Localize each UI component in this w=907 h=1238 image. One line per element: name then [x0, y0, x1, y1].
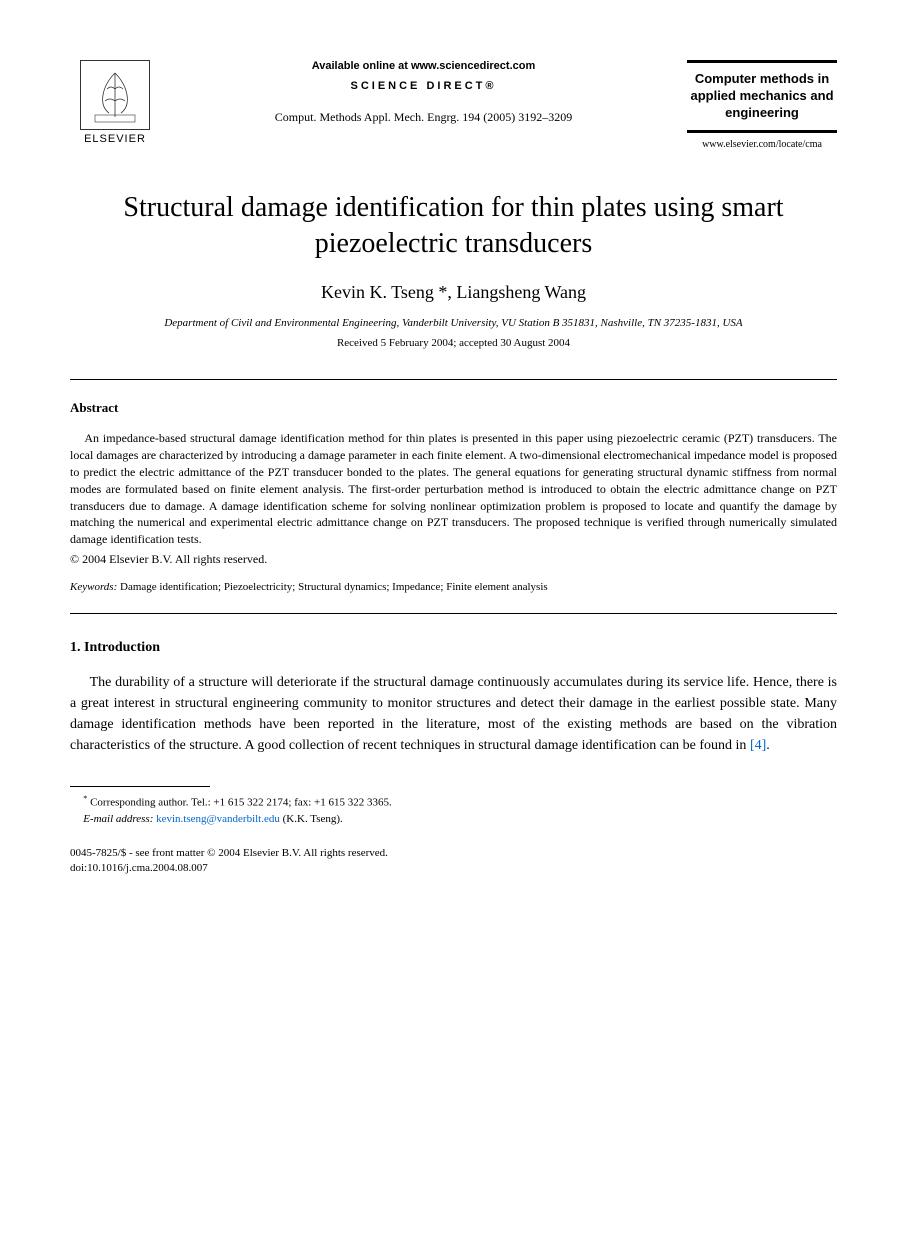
elsevier-tree-icon: [80, 60, 150, 130]
abstract-text: An impedance-based structural damage ide…: [70, 430, 837, 548]
center-header: Available online at www.sciencedirect.co…: [160, 60, 687, 125]
divider-rule: [70, 379, 837, 380]
header-row: ELSEVIER Available online at www.science…: [70, 60, 837, 150]
corresponding-text: Corresponding author. Tel.: +1 615 322 2…: [90, 797, 392, 809]
reference-link[interactable]: [4]: [750, 738, 766, 753]
elsevier-logo: ELSEVIER: [70, 60, 160, 145]
front-matter-text: 0045-7825/$ - see front matter © 2004 El…: [70, 846, 837, 861]
email-link[interactable]: kevin.tseng@vanderbilt.edu: [156, 813, 280, 825]
introduction-heading: 1. Introduction: [70, 640, 837, 656]
footer-meta: 0045-7825/$ - see front matter © 2004 El…: [70, 846, 837, 877]
introduction-paragraph: The durability of a structure will deter…: [70, 672, 837, 756]
asterisk-icon: *: [83, 794, 87, 803]
keywords-line: Keywords: Damage identification; Piezoel…: [70, 581, 837, 593]
email-footnote: E-mail address: kevin.tseng@vanderbilt.e…: [70, 811, 837, 828]
keywords-label: Keywords:: [70, 581, 117, 593]
abstract-copyright: © 2004 Elsevier B.V. All rights reserved…: [70, 552, 837, 567]
elsevier-label: ELSEVIER: [84, 133, 146, 145]
email-label: E-mail address:: [83, 813, 153, 825]
divider-rule: [70, 613, 837, 614]
doi-text: doi:10.1016/j.cma.2004.08.007: [70, 861, 837, 876]
intro-text-part1: The durability of a structure will deter…: [70, 675, 837, 753]
journal-name: Computer methods in applied mechanics an…: [687, 71, 837, 133]
affiliation: Department of Civil and Environmental En…: [70, 317, 837, 329]
journal-url[interactable]: www.elsevier.com/locate/cma: [687, 139, 837, 150]
keywords-text: Damage identification; Piezoelectricity;…: [117, 581, 547, 593]
available-online-text: Available online at www.sciencedirect.co…: [180, 60, 667, 72]
email-suffix: (K.K. Tseng).: [280, 813, 343, 825]
science-direct-logo: SCIENCE DIRECT®: [180, 80, 667, 92]
received-accepted-dates: Received 5 February 2004; accepted 30 Au…: [70, 337, 837, 349]
citation-text: Comput. Methods Appl. Mech. Engrg. 194 (…: [180, 110, 667, 125]
intro-text-part2: .: [766, 738, 770, 753]
paper-title: Structural damage identification for thi…: [70, 190, 837, 263]
authors: Kevin K. Tseng *, Liangsheng Wang: [70, 282, 837, 303]
journal-box: Computer methods in applied mechanics an…: [687, 60, 837, 150]
abstract-heading: Abstract: [70, 400, 837, 416]
footnote-rule: [70, 786, 210, 787]
corresponding-author-footnote: * Corresponding author. Tel.: +1 615 322…: [70, 793, 837, 811]
